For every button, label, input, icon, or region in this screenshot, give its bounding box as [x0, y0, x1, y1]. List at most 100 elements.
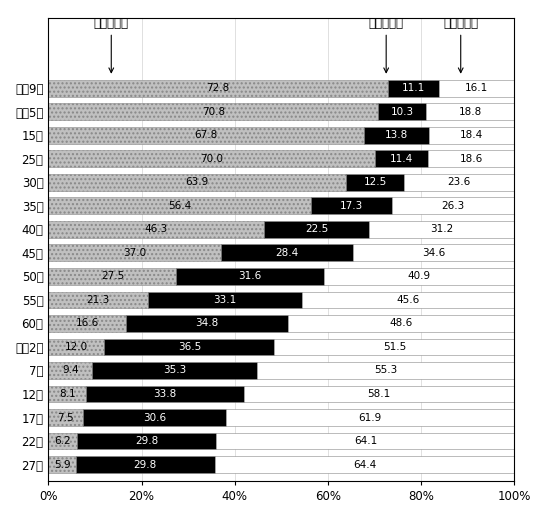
Bar — [126, 315, 288, 332]
Text: 12.0: 12.0 — [65, 342, 88, 352]
Text: 40.9: 40.9 — [407, 271, 431, 281]
Text: 45.6: 45.6 — [396, 295, 420, 305]
Text: 61.9: 61.9 — [359, 412, 382, 423]
Bar — [86, 385, 244, 402]
Bar — [49, 292, 147, 308]
Bar — [76, 456, 215, 473]
Text: 51.5: 51.5 — [383, 342, 406, 352]
Bar — [49, 221, 264, 238]
Text: 35.3: 35.3 — [163, 366, 186, 376]
Text: 33.8: 33.8 — [153, 389, 176, 399]
Text: 28.4: 28.4 — [275, 248, 299, 258]
Bar — [353, 244, 514, 262]
Bar — [49, 127, 364, 144]
Text: 67.8: 67.8 — [195, 131, 218, 140]
Text: 12.5: 12.5 — [364, 178, 387, 188]
Text: 9.4: 9.4 — [62, 366, 79, 376]
Text: 8.1: 8.1 — [59, 389, 75, 399]
Bar — [84, 409, 226, 426]
Text: 31.2: 31.2 — [430, 224, 453, 235]
Bar — [49, 385, 86, 402]
Text: 6.2: 6.2 — [55, 436, 71, 446]
Bar — [429, 127, 514, 144]
Text: 11.1: 11.1 — [402, 83, 425, 93]
Text: 13.8: 13.8 — [385, 131, 408, 140]
Text: 5.9: 5.9 — [54, 459, 70, 469]
Bar — [244, 385, 514, 402]
Text: 70.0: 70.0 — [200, 154, 223, 164]
Bar — [440, 80, 514, 97]
Text: 第１次産業: 第１次産業 — [94, 17, 129, 73]
Bar — [49, 197, 311, 214]
Bar — [311, 197, 392, 214]
Text: 18.4: 18.4 — [460, 131, 483, 140]
Bar — [104, 339, 274, 355]
Text: 11.4: 11.4 — [389, 154, 413, 164]
Bar — [49, 409, 84, 426]
Bar — [364, 127, 429, 144]
Text: 29.8: 29.8 — [134, 459, 157, 469]
Bar — [92, 362, 257, 379]
Text: 72.8: 72.8 — [206, 83, 229, 93]
Bar — [264, 221, 369, 238]
Text: 18.6: 18.6 — [459, 154, 483, 164]
Text: 30.6: 30.6 — [143, 412, 166, 423]
Bar — [288, 315, 514, 332]
Text: 29.8: 29.8 — [135, 436, 158, 446]
Text: 7.5: 7.5 — [57, 412, 74, 423]
Bar — [369, 221, 514, 238]
Text: 31.6: 31.6 — [239, 271, 262, 281]
Bar — [49, 433, 77, 450]
Bar — [426, 104, 514, 120]
Bar — [49, 104, 378, 120]
Bar — [346, 174, 405, 191]
Bar — [221, 244, 353, 262]
Bar — [49, 80, 388, 97]
Bar — [49, 150, 375, 167]
Text: 63.9: 63.9 — [186, 178, 209, 188]
Text: 第３次産業: 第３次産業 — [443, 17, 478, 73]
Bar — [428, 150, 514, 167]
Text: 26.3: 26.3 — [441, 201, 465, 211]
Text: 48.6: 48.6 — [389, 319, 413, 328]
Bar — [176, 268, 324, 285]
Text: 58.1: 58.1 — [367, 389, 390, 399]
Text: 21.3: 21.3 — [86, 295, 110, 305]
Text: 34.6: 34.6 — [422, 248, 446, 258]
Text: 18.8: 18.8 — [459, 107, 482, 117]
Bar — [49, 362, 92, 379]
Bar — [392, 197, 514, 214]
Text: 56.4: 56.4 — [168, 201, 192, 211]
Bar — [49, 339, 104, 355]
Bar — [274, 339, 514, 355]
Text: 46.3: 46.3 — [145, 224, 168, 235]
Bar — [257, 362, 514, 379]
Text: 16.1: 16.1 — [465, 83, 489, 93]
Bar — [49, 268, 176, 285]
Bar — [49, 315, 126, 332]
Bar — [49, 456, 76, 473]
Bar — [405, 174, 514, 191]
Bar — [324, 268, 514, 285]
Text: 22.5: 22.5 — [305, 224, 328, 235]
Bar — [147, 292, 302, 308]
Text: 33.1: 33.1 — [213, 295, 236, 305]
Text: 16.6: 16.6 — [75, 319, 99, 328]
Bar — [388, 80, 440, 97]
Text: 37.0: 37.0 — [123, 248, 146, 258]
Bar — [216, 433, 515, 450]
Bar — [77, 433, 216, 450]
Text: 70.8: 70.8 — [201, 107, 225, 117]
Text: 64.4: 64.4 — [353, 459, 376, 469]
Text: 27.5: 27.5 — [101, 271, 124, 281]
Bar — [378, 104, 426, 120]
Bar — [302, 292, 514, 308]
Text: 第２次産業: 第２次産業 — [369, 17, 403, 73]
Text: 36.5: 36.5 — [177, 342, 201, 352]
Bar — [215, 456, 515, 473]
Text: 23.6: 23.6 — [448, 178, 471, 188]
Text: 17.3: 17.3 — [340, 201, 363, 211]
Text: 64.1: 64.1 — [354, 436, 377, 446]
Bar — [226, 409, 514, 426]
Bar — [49, 244, 221, 262]
